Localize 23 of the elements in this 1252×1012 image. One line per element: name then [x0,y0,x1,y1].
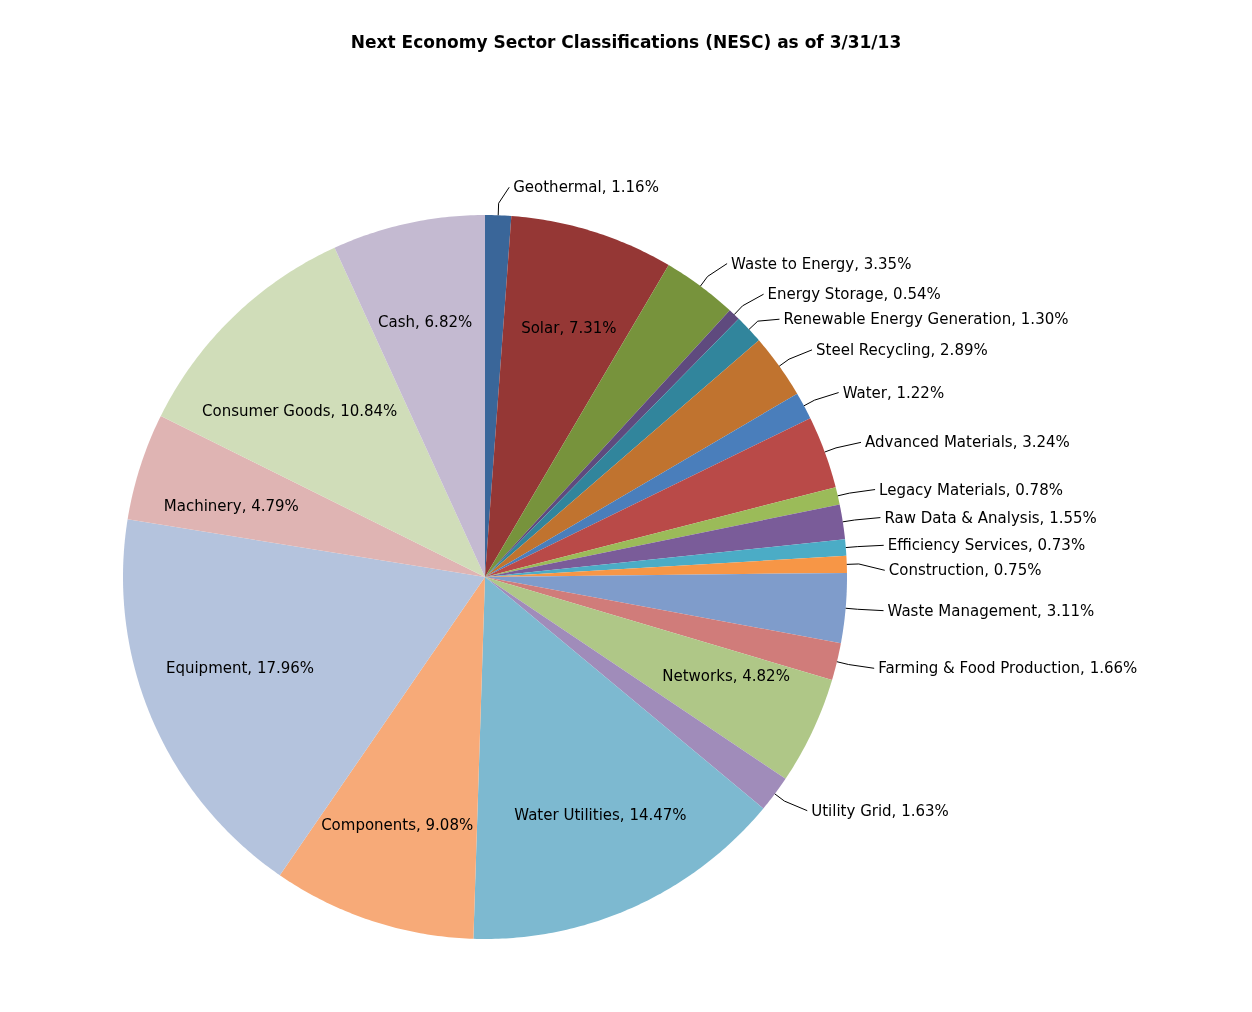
slice-label: Waste Management, 3.11% [887,601,1095,620]
slice-label: Machinery, 4.79% [163,497,299,516]
slice-label: Legacy Materials, 0.78% [879,480,1063,499]
chart-title: Next Economy Sector Classifications (NESC) as of 3/31/13 [350,31,902,52]
slice-label: Cash, 6.82% [378,313,473,332]
slice-label: Steel Recycling, 2.89% [816,340,988,359]
slice-label: Advanced Materials, 3.24% [865,433,1070,452]
slice-label: Waste to Energy, 3.35% [731,254,912,273]
slice-label: Networks, 4.82% [662,666,790,685]
slice-label: Water Utilities, 14.47% [514,805,687,824]
slice-label: Equipment, 17.96% [165,659,315,678]
slice-label: Components, 9.08% [321,815,474,834]
slice-label: Renewable Energy Generation, 1.30% [783,310,1069,329]
slice-label: Utility Grid, 1.63% [811,801,949,820]
slice-label: Solar, 7.31% [521,319,617,338]
slice-label: Farming & Food Production, 1.66% [878,659,1138,678]
slice-label: Water, 1.22% [842,383,945,402]
slice-label: Raw Data & Analysis, 1.55% [884,508,1097,527]
slice-label: Efficiency Services, 0.73% [887,536,1086,555]
slice-label: Energy Storage, 0.54% [767,285,941,304]
slice-label: Construction, 0.75% [888,561,1042,580]
slice-label: Consumer Goods, 10.84% [202,401,398,420]
slice-label: Geothermal, 1.16% [513,178,659,197]
